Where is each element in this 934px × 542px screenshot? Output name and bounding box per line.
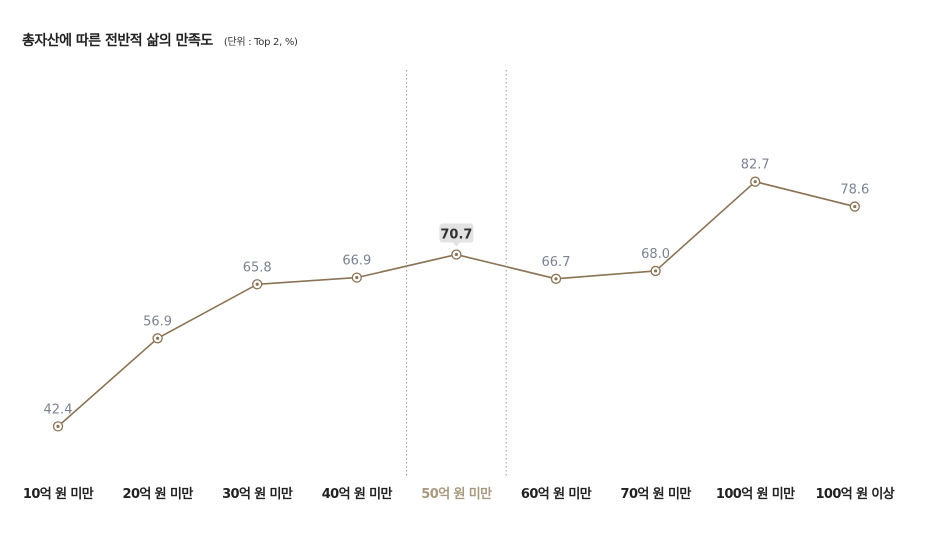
data-point-center [454, 252, 458, 257]
data-label: 68.0 [641, 247, 670, 262]
chart-title: 총자산에 따른 전반적 삶의 만족도 [22, 33, 213, 49]
data-point-center [355, 276, 359, 280]
data-point-center [654, 269, 658, 273]
category-tick-label: 20억 원 미만 [123, 486, 194, 502]
category-tick-label: 10억 원 미만 [23, 486, 94, 502]
data-point-center [156, 336, 160, 340]
data-label: 66.9 [342, 254, 371, 269]
category-tick-label: 40억 원 미만 [322, 486, 393, 502]
data-point-center [255, 282, 259, 286]
data-label: 56.9 [143, 314, 172, 329]
highlight-value-badge [439, 223, 474, 243]
chart-title-row: 총자산에 따른 전반적 삶의 만족도 (단위 : Top 2, %) [22, 30, 298, 50]
category-tick-label: 70억 원 미만 [621, 486, 692, 502]
data-label: 70.7 [440, 228, 472, 243]
data-point-center [753, 180, 757, 184]
highlight-badge-pointer [452, 242, 461, 247]
data-label: 65.8 [243, 260, 272, 275]
chart-unit-label: (단위 : Top 2, %) [223, 37, 298, 48]
data-point-center [554, 277, 558, 281]
category-tick-label: 30억 원 미만 [222, 486, 293, 502]
data-label: 82.7 [741, 158, 770, 173]
data-label: 66.7 [542, 255, 571, 270]
series-line [57, 180, 855, 427]
data-label: 78.6 [840, 183, 869, 198]
data-label: 42.4 [44, 402, 73, 417]
category-tick-label: 100억 원 미만 [716, 486, 795, 502]
data-point-center [853, 204, 857, 209]
data-point-center [56, 424, 60, 428]
category-tick-label: 60억 원 미만 [521, 486, 592, 502]
category-tick-label: 100억 원 이상 [815, 486, 894, 502]
category-tick-label: 50억 원 미만 [421, 486, 492, 502]
